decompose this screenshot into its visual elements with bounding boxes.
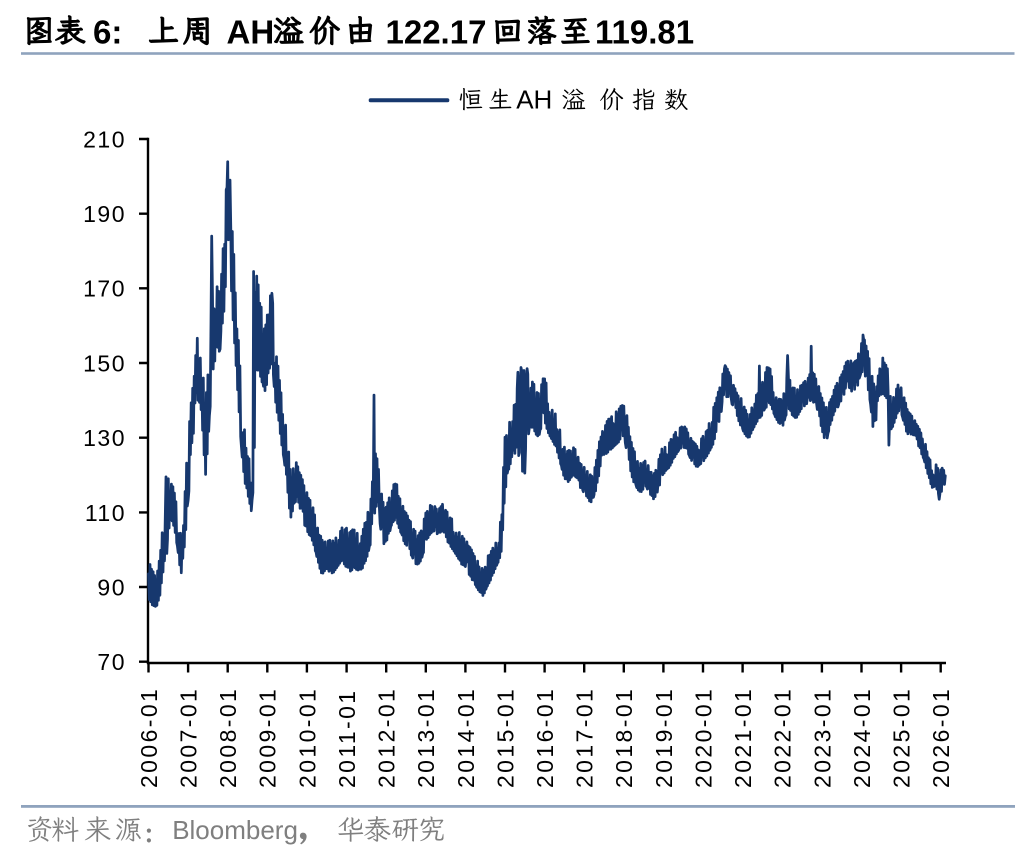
svg-text:2013-01: 2013-01 <box>413 687 439 788</box>
svg-text:90: 90 <box>97 574 126 600</box>
svg-text:2021-01: 2021-01 <box>730 687 756 788</box>
svg-text:2006-01: 2006-01 <box>136 687 162 788</box>
svg-text:2026-01: 2026-01 <box>928 687 954 788</box>
svg-text:2010-01: 2010-01 <box>294 687 320 788</box>
svg-text:150: 150 <box>83 350 126 376</box>
svg-text:Bloomberg: Bloomberg <box>172 815 298 845</box>
svg-text:2009-01: 2009-01 <box>255 687 281 788</box>
svg-text:2019-01: 2019-01 <box>651 687 677 788</box>
svg-text:2015-01: 2015-01 <box>492 687 518 788</box>
svg-text:AH: AH <box>516 84 552 114</box>
svg-text:130: 130 <box>83 425 126 451</box>
svg-text:2011-01: 2011-01 <box>334 688 360 788</box>
svg-text:2025-01: 2025-01 <box>889 687 915 788</box>
svg-text:2022-01: 2022-01 <box>770 687 796 788</box>
svg-text:2020-01: 2020-01 <box>690 687 716 788</box>
svg-text:190: 190 <box>83 201 126 227</box>
svg-text:2014-01: 2014-01 <box>453 687 479 788</box>
svg-text:2016-01: 2016-01 <box>532 687 558 788</box>
svg-text:2012-01: 2012-01 <box>374 687 400 788</box>
svg-text:2018-01: 2018-01 <box>611 687 637 788</box>
svg-text:170: 170 <box>83 276 126 302</box>
svg-text:2008-01: 2008-01 <box>215 687 241 788</box>
svg-text:110: 110 <box>85 500 126 526</box>
svg-text:2024-01: 2024-01 <box>849 687 875 788</box>
svg-text:6:: 6: <box>93 14 122 51</box>
svg-text:2023-01: 2023-01 <box>809 687 835 788</box>
svg-text:210: 210 <box>83 126 126 152</box>
svg-text:119.81: 119.81 <box>595 14 694 51</box>
svg-text:122.17: 122.17 <box>386 14 487 51</box>
svg-text:AH: AH <box>227 14 275 51</box>
svg-text:2017-01: 2017-01 <box>572 687 598 788</box>
svg-text:2007-01: 2007-01 <box>176 687 202 788</box>
svg-text:70: 70 <box>97 649 126 675</box>
